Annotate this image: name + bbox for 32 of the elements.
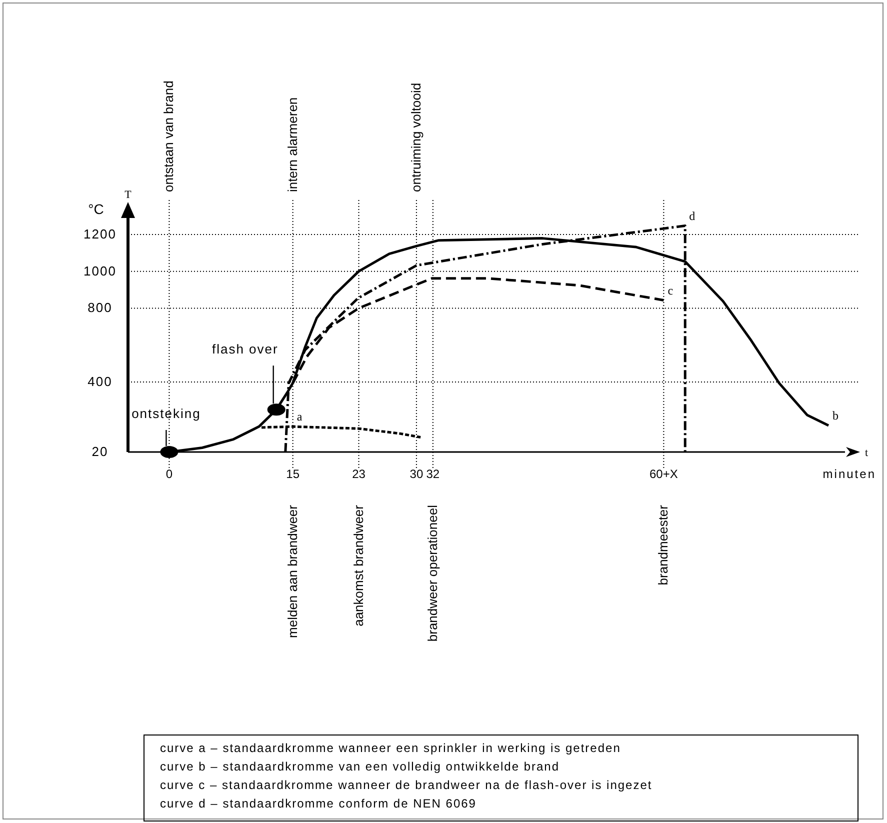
y-tick-label: 400 <box>88 374 112 389</box>
ref-line-label: ontruiming voltooid <box>408 82 424 192</box>
ref-line-label: aankomst brandweer <box>350 504 366 626</box>
text: minuten <box>822 467 876 481</box>
ref-line-label: ontstaan van brand <box>161 80 176 192</box>
x-tick-label: 32 <box>426 467 440 481</box>
x-tick-label: 15 <box>286 467 300 481</box>
series-label: b <box>832 408 839 422</box>
annotation: flash over <box>212 342 278 357</box>
text: curve a – standaardkromme wanneer een sprinkler in werking is getreden <box>160 741 621 755</box>
y-tick-label: 1200 <box>84 226 116 242</box>
x-tick-label: 60+X <box>650 467 678 481</box>
ref-line-label: brandweer operationeel <box>424 504 440 642</box>
y-tick-label: 800 <box>88 300 112 316</box>
x-tick-label: 23 <box>352 467 366 481</box>
annotation: ontsteking <box>132 406 201 421</box>
series-label: a <box>296 410 303 424</box>
text: curve c – standaardkromme wanneer de brandweer na de flash-over is ingezet <box>160 778 652 792</box>
y-tick-label: 1000 <box>84 263 116 278</box>
text: curve b – standaardkromme van een volledig ontwikkelde brand <box>160 760 560 774</box>
x-axis-title: t <box>865 447 868 459</box>
y-tick-label: 20 <box>92 444 108 459</box>
ref-line-label: brandmeester <box>656 504 671 586</box>
x-tick-label: 30 <box>410 467 424 481</box>
x-tick-label: 0 <box>166 467 173 481</box>
ref-line-label: intern alarmeren <box>284 97 300 192</box>
text: curve d – standaardkromme conform de NEN 6069 <box>160 796 476 810</box>
series-label: c <box>668 283 674 298</box>
y-axis-title: T <box>124 189 132 201</box>
text: °C <box>88 201 104 217</box>
series-label: d <box>689 208 696 223</box>
text: melden aan brandweer <box>284 504 300 638</box>
